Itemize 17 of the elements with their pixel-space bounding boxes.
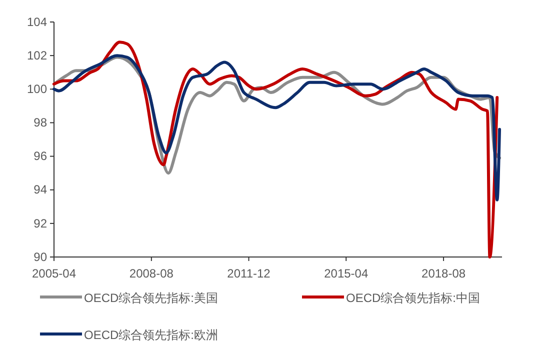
x-tick-label: 2011-12 [227,266,271,281]
x-tick-label: 2015-04 [324,266,368,281]
x-tick-label: 2018-08 [422,266,466,281]
y-tick-label: 90 [34,250,48,264]
y-tick-label: 100 [26,82,48,96]
legend-label: OECD综合领先指标:美国 [84,291,218,305]
y-tick-label: 92 [34,216,48,230]
x-tick-label: 2005-04 [32,266,76,281]
x-tick-label: 2008-08 [129,266,174,281]
line-series [52,54,502,202]
legend-label: OECD综合领先指标:中国 [346,291,480,305]
legend-label: OECD综合领先指标:欧洲 [84,328,218,342]
y-tick-label: 94 [34,182,48,197]
y-tick-label: 96 [34,149,48,164]
y-tick-label: 98 [34,116,48,130]
y-tick-label: 102 [26,48,48,62]
y-tick-label: 104 [26,14,48,29]
